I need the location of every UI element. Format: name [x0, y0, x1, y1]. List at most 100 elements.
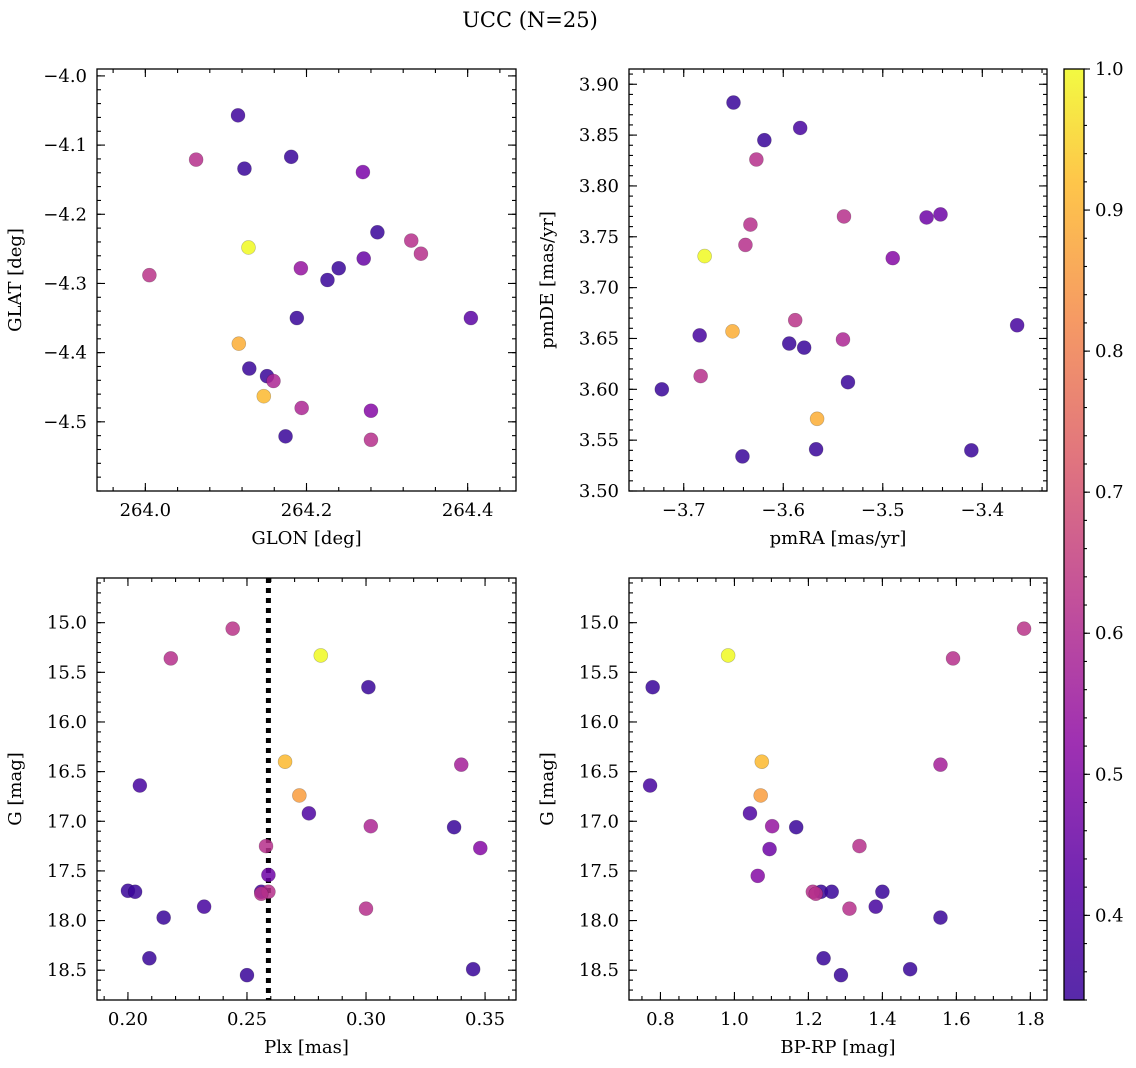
data-point — [692, 328, 707, 343]
data-point — [693, 368, 708, 384]
y-tick-label: 3.70 — [579, 278, 619, 299]
data-point — [363, 432, 379, 448]
y-tick-label: 15.0 — [579, 613, 619, 634]
panel-bprp-g: 0.8 1.0 1.2 1.4 1.6 1.8 15.0 15.5 16.0 16.5 17.0 17… — [537, 577, 1048, 1058]
data-point — [1016, 621, 1032, 636]
data-point — [237, 161, 252, 176]
data-point — [816, 950, 831, 966]
x-tick-label: 0.25 — [227, 1009, 267, 1030]
x-tick-label: 1.6 — [942, 1009, 971, 1030]
y-tick-label: 3.55 — [579, 430, 619, 451]
x-tick-label: 1.4 — [868, 1009, 897, 1030]
colorbar-tick-label: 0.4 — [1095, 905, 1124, 926]
data-point — [836, 209, 852, 224]
data-point — [842, 901, 857, 916]
y-tick-label: −4.4 — [43, 343, 87, 364]
data-point — [808, 442, 824, 457]
data-point — [808, 886, 824, 902]
data-point — [754, 754, 770, 769]
y-tick-label: 17.0 — [579, 811, 619, 832]
data-point — [902, 961, 918, 977]
y-tick-label: 16.5 — [579, 762, 619, 783]
data-point — [283, 149, 299, 165]
data-point — [757, 132, 772, 148]
y-tick-label: 3.75 — [579, 227, 619, 248]
x-tick-label: −3.6 — [761, 500, 805, 521]
x-tick-label: 1.0 — [720, 1009, 749, 1030]
y-tick-label: 15.0 — [47, 613, 87, 634]
panel-plx-g: 0.20 0.25 0.30 0.35 15.0 15.5 16.0 16.5 17.0 17.5… — [5, 577, 517, 1058]
data-point — [363, 403, 379, 419]
y-tick-label: 16.0 — [47, 712, 87, 733]
data-point — [241, 240, 256, 255]
data-point — [293, 260, 309, 276]
data-point — [788, 819, 804, 835]
data-point — [261, 867, 276, 883]
x-tick-label: 1.8 — [1016, 1009, 1045, 1030]
data-point — [320, 272, 335, 288]
data-point — [933, 207, 948, 222]
x-tick-label: 264.2 — [281, 500, 333, 521]
x-axis-label: GLON [deg] — [251, 528, 361, 549]
y-tick-label: 18.0 — [579, 911, 619, 932]
data-point — [241, 361, 257, 376]
data-point — [163, 651, 179, 666]
data-point — [256, 388, 272, 404]
y-tick-label: 17.0 — [47, 811, 87, 832]
data-point — [792, 120, 808, 136]
y-tick-label: −4.1 — [43, 135, 87, 156]
x-tick-label: −3.5 — [861, 500, 905, 521]
y-tick-label: 17.5 — [47, 861, 87, 882]
plot-frame — [628, 577, 1048, 1001]
data-point — [266, 373, 281, 389]
x-axis-label: pmRA [mas/yr] — [770, 528, 907, 549]
y-axis-label: GLAT [deg] — [5, 228, 26, 332]
colorbar-frame — [1063, 68, 1085, 1001]
data-point — [358, 901, 374, 916]
data-point — [720, 648, 736, 663]
x-axis-label: BP-RP [mag] — [780, 1037, 895, 1058]
data-point — [239, 967, 255, 983]
data-point — [253, 886, 269, 902]
data-point — [413, 246, 429, 262]
data-point — [654, 382, 670, 397]
y-tick-label: −4.3 — [43, 273, 87, 294]
data-point — [796, 340, 812, 355]
y-tick-label: 18.5 — [579, 960, 619, 981]
data-point — [465, 961, 481, 977]
data-point — [196, 899, 212, 914]
data-point — [142, 267, 157, 283]
panels: 264.0 264.2 264.4 −4.5 −4.4 −4.3 −4.2 −4.1 −4.0 G… — [5, 66, 1048, 1058]
data-point — [188, 152, 204, 167]
data-point — [313, 648, 329, 663]
plot-frame — [96, 577, 517, 1001]
y-tick-label: 16.0 — [579, 712, 619, 733]
x-axis-label: Plx [mas] — [264, 1037, 349, 1058]
panel-pmra-pmde: −3.7 −3.6 −3.5 −3.4 3.50 3.55 3.60 3.65 3.70 3.75… — [537, 68, 1048, 549]
colorbar-tick-label: 0.9 — [1095, 200, 1124, 221]
data-point — [749, 152, 764, 167]
data-point — [277, 754, 293, 769]
data-point — [787, 312, 803, 328]
data-point — [127, 884, 143, 900]
colorbar-tick-label: 0.7 — [1095, 482, 1124, 503]
plot-frame — [628, 68, 1048, 492]
data-point — [403, 233, 419, 248]
data-point — [919, 210, 934, 225]
data-point — [875, 884, 890, 900]
y-axis-label: pmDE [mas/yr] — [537, 211, 558, 349]
data-point — [231, 336, 247, 351]
data-point — [446, 819, 462, 835]
y-tick-label: −4.5 — [43, 412, 87, 433]
colorbar-tick-label: 1.0 — [1095, 59, 1124, 80]
y-tick-label: 3.90 — [579, 74, 619, 95]
data-point — [868, 899, 884, 914]
data-point — [225, 621, 240, 636]
data-point — [764, 818, 780, 834]
data-point — [453, 757, 469, 772]
colorbar-tick-label: 0.6 — [1095, 623, 1124, 644]
x-tick-label: −3.7 — [662, 500, 706, 521]
panel-glon-glat: 264.0 264.2 264.4 −4.5 −4.4 −4.3 −4.2 −4.1 −4.0 G… — [5, 66, 517, 549]
data-point — [750, 868, 766, 884]
